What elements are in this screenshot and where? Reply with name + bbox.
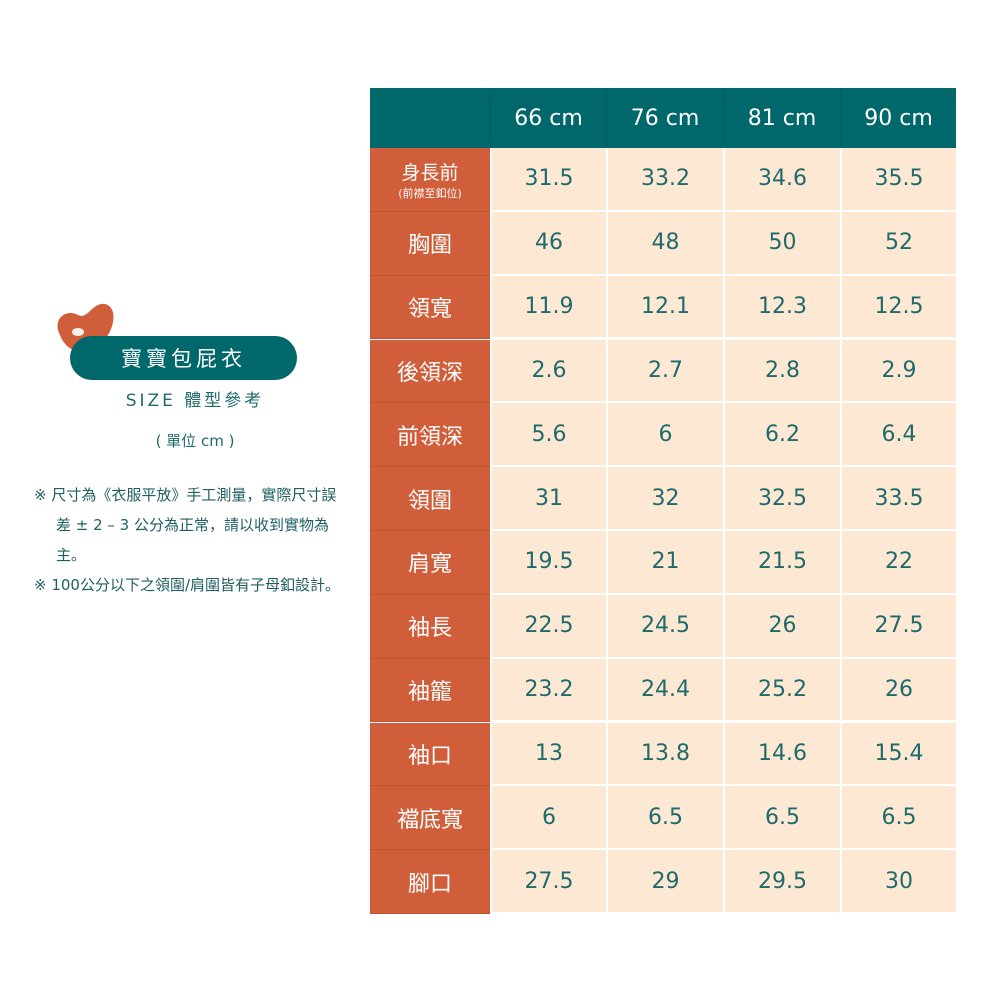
cell-value: 24.4 <box>606 658 723 723</box>
row-label-text: 領寬 <box>407 297 452 323</box>
row-label: 身長前 (前襟至釦位) <box>370 148 490 212</box>
cell-value: 27.5 <box>490 850 606 914</box>
column-header: 90 cm <box>840 88 956 148</box>
cell-value: 5.6 <box>490 403 606 468</box>
cell-value: 2.9 <box>840 339 956 404</box>
cell-value: 52 <box>840 211 956 276</box>
cell-value: 31 <box>490 467 606 531</box>
cell-value: 21 <box>606 531 723 595</box>
column-header: 81 cm <box>723 88 840 148</box>
cell-value: 6 <box>606 403 723 468</box>
row-label-text: 領圍 <box>407 488 452 514</box>
column-header: 76 cm <box>606 88 723 148</box>
cell-value: 50 <box>723 211 840 276</box>
cell-value: 6.2 <box>723 403 840 468</box>
cell-value: 24.5 <box>606 594 723 659</box>
cell-value: 13.8 <box>606 722 723 787</box>
unit: ( 單位 cm ) <box>155 432 235 450</box>
row-label: 腳口 <box>370 850 490 914</box>
title-badge: 寶寶包屁衣 <box>70 336 297 380</box>
cell-value: 26 <box>840 658 956 723</box>
cell-value: 30 <box>840 850 956 914</box>
cell-value: 27.5 <box>840 594 956 659</box>
cell-value: 33.5 <box>840 467 956 531</box>
column-header: 66 cm <box>490 88 606 148</box>
row-label-text: 袖長 <box>407 616 452 642</box>
row-label-text: 胸圍 <box>407 233 452 259</box>
cell-value: 6.4 <box>840 403 956 468</box>
cell-value: 21.5 <box>723 531 840 595</box>
notes: ※ 尺寸為《衣服平放》手工測量，實際尺寸誤差 ± 2 – 3 公分為正常，請以收… <box>34 480 344 600</box>
subtitle: SIZE 體型參考 <box>125 391 265 411</box>
row-label-text: 腳口 <box>407 871 452 897</box>
row-label-text: 前領深 <box>396 424 463 450</box>
cell-value: 29.5 <box>723 850 840 914</box>
note: ※ 100公分以下之領圍/肩圍皆有子母釦設計。 <box>34 576 341 594</box>
row-label-note: (前襟至釦位) <box>398 186 462 200</box>
cell-value: 6.5 <box>606 786 723 851</box>
row-label: 肩寬 <box>370 531 490 595</box>
row-label: 領寬 <box>370 275 490 340</box>
row-label-text: 肩寬 <box>407 552 452 578</box>
cell-value: 2.8 <box>723 339 840 404</box>
cell-value: 2.6 <box>490 339 606 404</box>
cell-value: 22 <box>840 531 956 595</box>
cell-value: 31.5 <box>490 148 606 212</box>
cell-value: 32 <box>606 467 723 531</box>
cell-value: 14.6 <box>723 722 840 787</box>
row-label: 後領深 <box>370 339 490 404</box>
cell-value: 23.2 <box>490 658 606 723</box>
cell-value: 2.7 <box>606 339 723 404</box>
row-label: 前領深 <box>370 403 490 468</box>
cell-value: 15.4 <box>840 722 956 787</box>
cell-value: 22.5 <box>490 594 606 659</box>
cell-value: 12.1 <box>606 275 723 340</box>
cell-value: 12.5 <box>840 275 956 340</box>
header-corner <box>370 88 490 148</box>
cell-value: 11.9 <box>490 275 606 340</box>
cell-value: 13 <box>490 722 606 787</box>
cell-value: 29 <box>606 850 723 914</box>
cell-value: 6.5 <box>840 786 956 851</box>
cell-value: 33.2 <box>606 148 723 212</box>
row-label-text: 袖籠 <box>407 680 452 706</box>
cell-value: 6 <box>490 786 606 851</box>
row-label: 襠底寬 <box>370 786 490 851</box>
row-label: 領圍 <box>370 467 490 531</box>
row-label-text: 身長前 <box>401 161 459 184</box>
cell-value: 6.5 <box>723 786 840 851</box>
cell-value: 25.2 <box>723 658 840 723</box>
cell-value: 12.3 <box>723 275 840 340</box>
cell-value: 35.5 <box>840 148 956 212</box>
note: ※ 尺寸為《衣服平放》手工測量，實際尺寸誤差 ± 2 – 3 公分為正常，請以收… <box>34 486 337 564</box>
cell-value: 19.5 <box>490 531 606 595</box>
cell-value: 46 <box>490 211 606 276</box>
cell-value: 26 <box>723 594 840 659</box>
row-label: 袖長 <box>370 594 490 659</box>
cell-value: 48 <box>606 211 723 276</box>
row-label-text: 後領深 <box>396 360 463 386</box>
cell-value: 32.5 <box>723 467 840 531</box>
row-label-text: 襠底寬 <box>396 807 463 833</box>
cell-value: 34.6 <box>723 148 840 212</box>
row-label: 袖籠 <box>370 658 490 723</box>
row-label: 袖口 <box>370 722 490 787</box>
row-label-text: 袖口 <box>407 743 452 769</box>
row-label: 胸圍 <box>370 211 490 276</box>
